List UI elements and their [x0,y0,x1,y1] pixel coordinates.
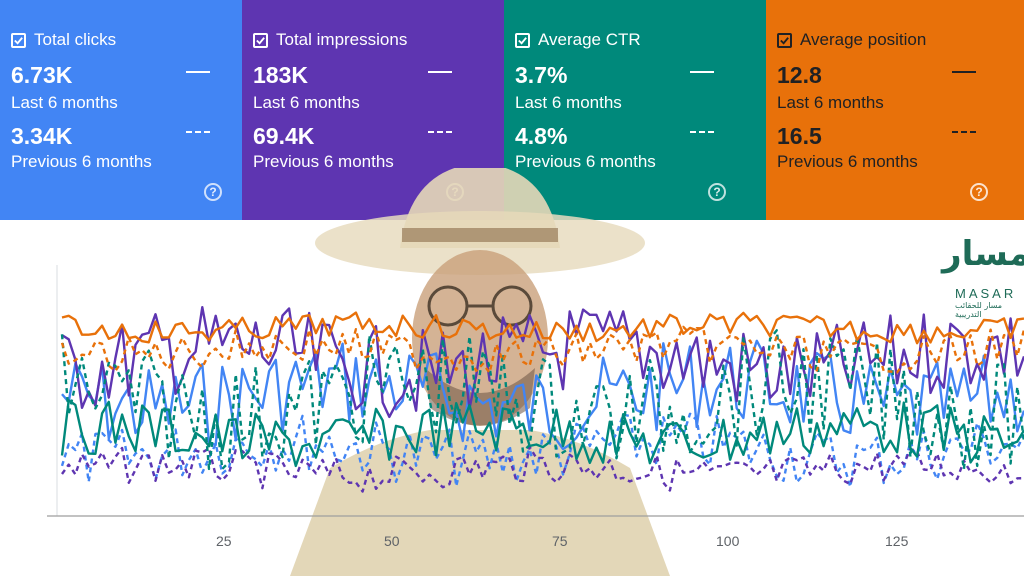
period-label-last: Last 6 months [253,93,360,112]
logo-arabic-text: مسار [942,234,1024,274]
series-layer [60,305,1024,493]
performance-chart [47,265,1024,517]
masar-logo: مسار [935,228,1024,314]
dashed-line-legend [428,131,452,133]
metric-value-previous: 3.34K [11,123,73,149]
help-icon[interactable]: ? [204,183,222,201]
solid-line-legend [428,71,452,73]
logo-subtitle: مسار للحقائب التدريبية [955,301,1003,319]
series-line-4 [61,445,1024,493]
series-line-6 [60,329,1024,471]
checkbox-checked-icon[interactable] [253,32,268,48]
metric-value-previous: 16.5 [777,123,822,149]
period-label-previous: Previous 6 months [777,152,918,171]
card-average-position[interactable]: Average position 12.8 Last 6 months 16.5… [766,0,1024,220]
series-line-7 [61,311,1024,345]
card-average-ctr[interactable]: Average CTR 3.7% Last 6 months 4.8% Prev… [504,0,766,220]
x-tick-label: 125 [885,533,909,549]
metric-label: Total impressions [276,30,408,49]
x-tick-label: 75 [552,533,568,549]
series-line-8 [60,325,1024,374]
period-label-last: Last 6 months [515,93,622,112]
solid-line-legend [186,71,210,73]
metric-label: Total clicks [34,30,117,49]
metric-value-last: 6.73K [11,62,73,88]
period-label-last: Last 6 months [777,93,884,112]
metric-label: Average position [800,30,927,49]
series-line-2 [60,412,1024,489]
solid-line-legend [690,71,714,73]
period-label-last: Last 6 months [11,93,118,112]
series-line-3 [61,305,1024,419]
card-header[interactable]: Total clicks [11,30,116,50]
metric-value-previous: 4.8% [515,123,568,149]
period-label-previous: Previous 6 months [515,152,656,171]
period-label-previous: Previous 6 months [11,152,152,171]
card-total-clicks[interactable]: Total clicks 6.73K Last 6 months 3.34K P… [0,0,242,220]
logo-latin-text: MASAR [955,286,1017,301]
card-header[interactable]: Average CTR [515,30,641,50]
help-icon[interactable]: ? [708,183,726,201]
help-icon[interactable]: ? [970,183,988,201]
dashed-line-legend [690,131,714,133]
dashed-line-legend [186,131,210,133]
metric-value-last: 3.7% [515,62,568,88]
x-tick-label: 100 [716,533,740,549]
card-header[interactable]: Average position [777,30,926,50]
period-label-previous: Previous 6 months [253,152,394,171]
metric-value-last: 183K [253,62,308,88]
series-line-5 [60,399,1024,468]
card-header[interactable]: Total impressions [253,30,407,50]
x-tick-label: 50 [384,533,400,549]
series-line-1 [61,339,1024,451]
metric-label: Average CTR [538,30,641,49]
checkbox-checked-icon[interactable] [777,32,792,48]
metric-value-last: 12.8 [777,62,822,88]
solid-line-legend [952,71,976,73]
checkbox-checked-icon[interactable] [11,32,26,48]
checkbox-checked-icon[interactable] [515,32,530,48]
dashed-line-legend [952,131,976,133]
x-tick-label: 25 [216,533,232,549]
metric-value-previous: 69.4K [253,123,315,149]
